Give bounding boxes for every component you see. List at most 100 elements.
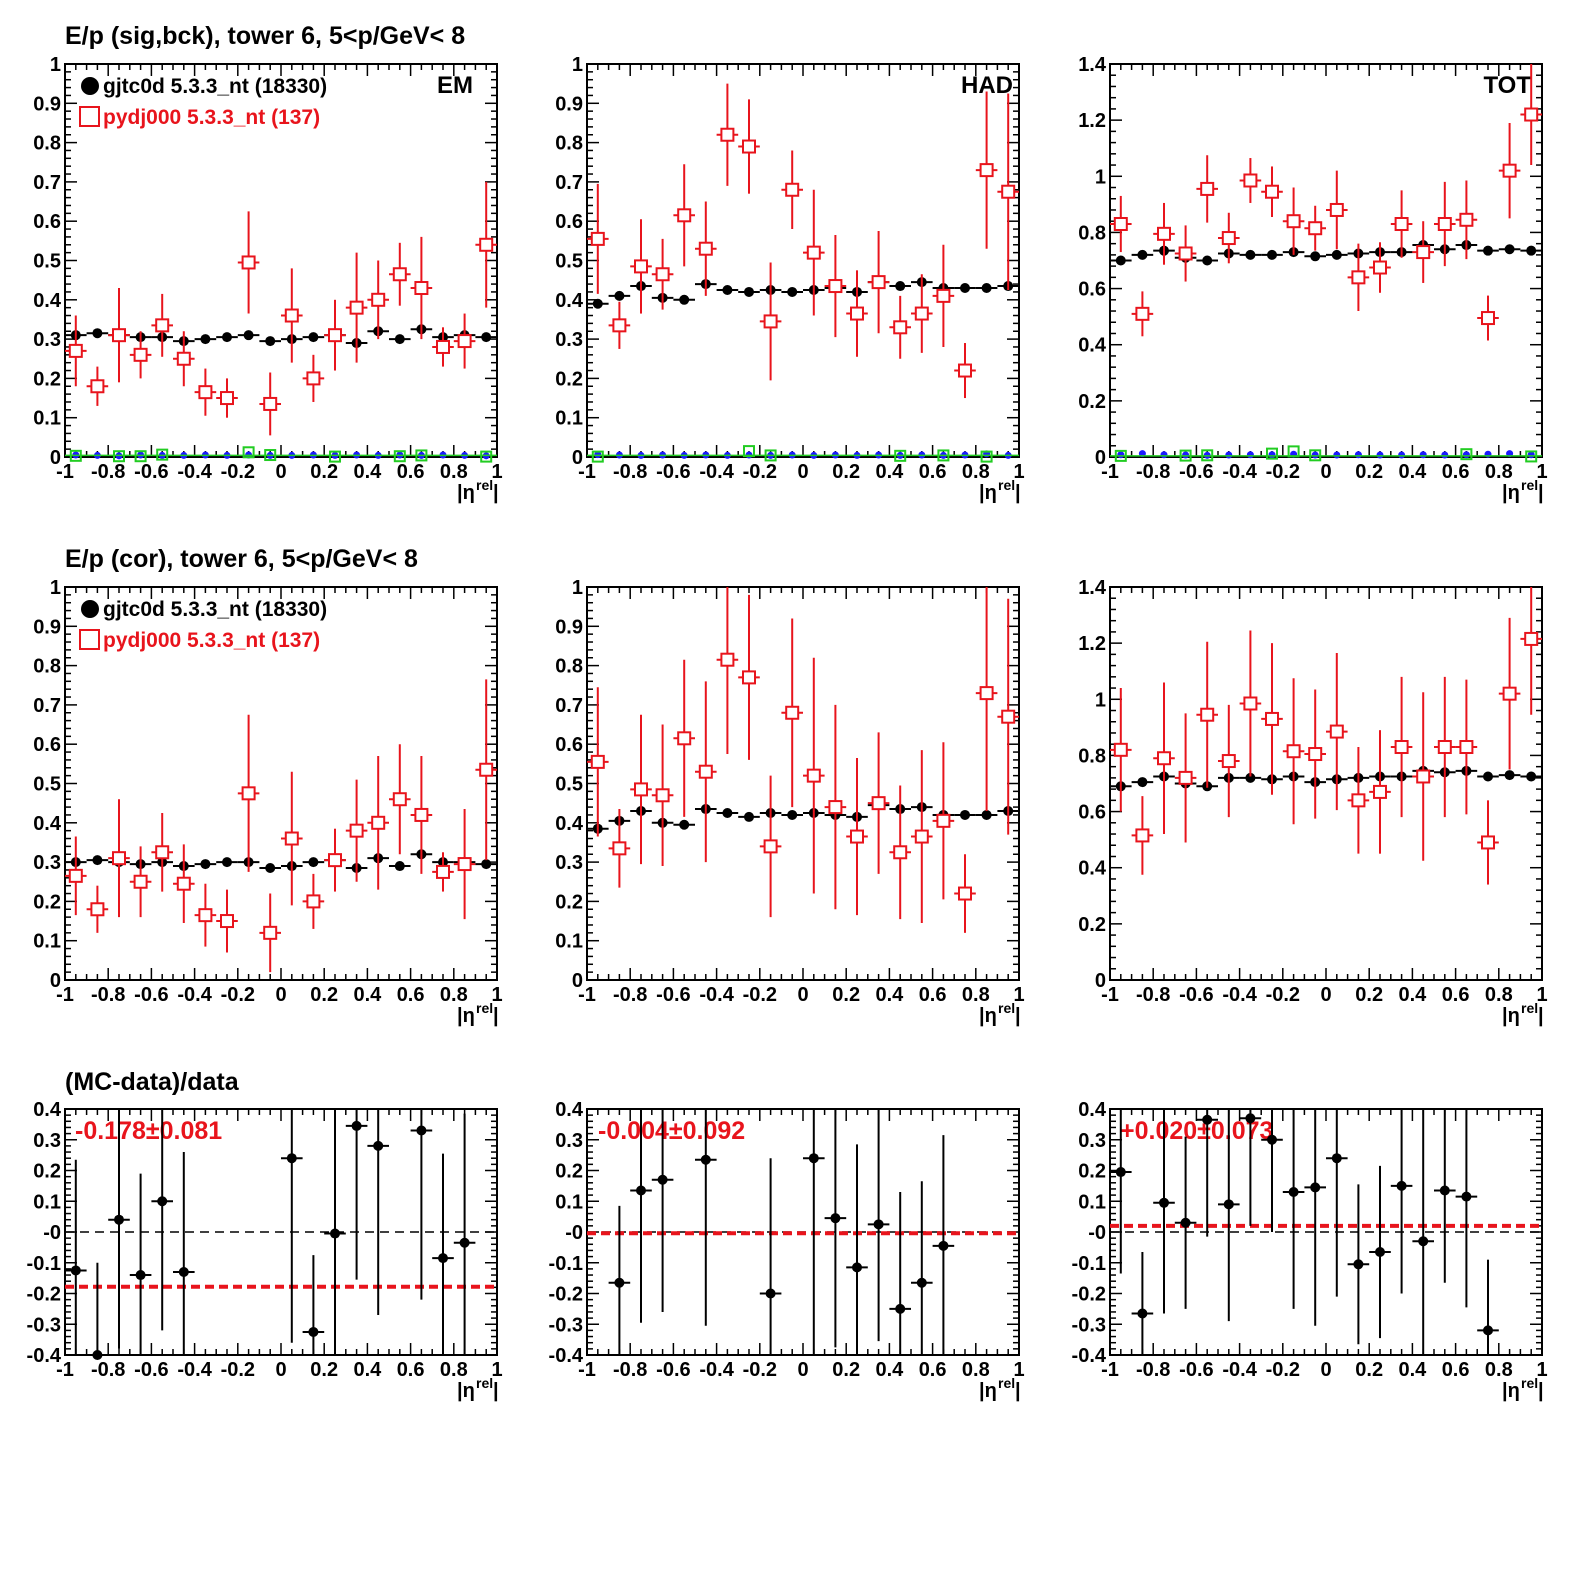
mc-point [198, 385, 213, 400]
data-point [960, 809, 970, 820]
mc-point [1416, 769, 1431, 784]
x-tick-label: 0.6 [1442, 984, 1470, 1006]
x-tick-label: 0.6 [397, 984, 425, 1006]
y-tick-label: -0 [43, 1222, 61, 1244]
x-tick-label: -0.2 [1266, 1359, 1300, 1381]
x-axis-label-close: | [1015, 482, 1021, 504]
mc-point [1243, 173, 1258, 188]
data-point [679, 819, 690, 830]
data-point [286, 1153, 297, 1164]
mc-point [1200, 707, 1215, 722]
panel-8: -1 -0.8 -0.6 -0.4 -0.2 0 0.2 0.4 0.6 0.8 1 -0.4 -0.3… [549, 1099, 1025, 1402]
y-tick-label: 0.2 [1078, 914, 1106, 936]
mc-point [1437, 740, 1452, 755]
data-point [679, 294, 690, 305]
data-point [92, 1350, 103, 1360]
y-tick-label: 0.2 [33, 368, 61, 390]
data-point [481, 859, 492, 870]
data-point [438, 1253, 448, 1264]
y-tick-label: -0.1 [549, 1253, 583, 1275]
x-tick-label: 0.4 [1398, 1359, 1427, 1381]
x-axis-label-sup: rel [998, 1000, 1015, 1016]
data-point [1526, 245, 1537, 256]
x-tick-label: 0.6 [1442, 1359, 1470, 1381]
panel-9: -1 -0.8 -0.6 -0.4 -0.2 0 0.2 0.4 0.6 0.8 1 -0.4 -0.3… [1072, 1099, 1548, 1402]
x-tick-label: -1 [1101, 984, 1119, 1006]
y-tick-label: 1.4 [1078, 577, 1107, 599]
y-tick-label: 0.4 [555, 1099, 584, 1121]
x-axis-label-sup: rel [476, 1375, 493, 1391]
x-tick-label: 1 [1013, 1359, 1024, 1381]
x-tick-label: -0.2 [221, 1359, 255, 1381]
y-tick-label: 0.4 [1078, 1099, 1107, 1121]
background-mc-point [393, 450, 406, 463]
mc-point [958, 363, 972, 378]
background-mc-point [764, 449, 777, 462]
x-tick-label: -0.6 [134, 1359, 168, 1381]
data-point [200, 859, 211, 870]
x-tick-label: 0.8 [962, 461, 990, 483]
y-tick-label: 0.9 [555, 616, 583, 638]
mc-point [133, 347, 148, 362]
y-tick-label: 0.6 [33, 734, 61, 756]
legend-mc-marker-row2 [79, 629, 100, 650]
y-tick-label: 0.6 [33, 211, 61, 233]
panel-tag-tot: TOT [1483, 72, 1531, 99]
background-data-point [1160, 451, 1168, 459]
y-tick-label: 0.9 [33, 93, 61, 115]
data-point [222, 332, 232, 343]
mc-point [1481, 311, 1495, 326]
background-mc-point [329, 450, 341, 463]
x-axis-label-close: | [1538, 1380, 1544, 1402]
data-point [1159, 1197, 1169, 1208]
x-tick-label: -0.8 [613, 461, 647, 483]
data-point [308, 1326, 319, 1337]
background-data-point [1484, 450, 1492, 458]
x-tick-label: 0.8 [1485, 1359, 1513, 1381]
x-axis-label: |η [1502, 482, 1520, 504]
data-point [222, 857, 232, 868]
mc-point [176, 351, 191, 366]
x-tick-label: 0.4 [875, 984, 904, 1006]
mc-point [371, 815, 386, 830]
data-point [135, 1270, 146, 1281]
x-tick-label: -0.6 [134, 461, 168, 483]
x-tick-label: 0 [797, 1359, 808, 1381]
y-tick-label: -0 [1088, 1222, 1106, 1244]
y-tick-label: 0.3 [555, 852, 583, 874]
y-tick-label: 0.8 [555, 133, 583, 155]
background-mc-point [242, 446, 255, 459]
data-point [981, 283, 992, 294]
mc-point [1113, 742, 1128, 757]
mc-point [328, 328, 342, 343]
x-tick-label: 1 [1013, 461, 1024, 483]
x-tick-label: 1 [491, 461, 502, 483]
mc-point [806, 768, 821, 783]
data-point [178, 1266, 189, 1277]
fit-label-had: -0.004±0.092 [598, 1117, 745, 1145]
mc-point [828, 800, 843, 815]
y-tick-label: 0.8 [33, 656, 61, 678]
mc-point [328, 853, 342, 868]
y-tick-label: 1.2 [1078, 633, 1106, 655]
data-point [852, 1262, 862, 1273]
y-tick-label: 0.3 [33, 329, 61, 351]
x-tick-label: -0.8 [91, 984, 125, 1006]
y-tick-label: -0.1 [1072, 1253, 1106, 1275]
mc-point [263, 396, 278, 411]
data-point [330, 1228, 340, 1239]
data-point [1375, 1246, 1385, 1257]
mc-point [655, 267, 670, 282]
mc-point [1351, 793, 1366, 808]
x-tick-label: -1 [56, 1359, 74, 1381]
mc-point [1113, 217, 1128, 232]
y-tick-label: 0.2 [555, 368, 583, 390]
x-axis-label: |η [979, 1005, 997, 1027]
background-mc-point [1309, 449, 1322, 462]
background-mc-point [134, 450, 147, 463]
data-point [1396, 1180, 1407, 1191]
legend-mc-marker [79, 106, 100, 127]
mc-point [1437, 217, 1452, 232]
mc-point [479, 762, 494, 777]
x-axis-label-sup: rel [476, 477, 493, 493]
